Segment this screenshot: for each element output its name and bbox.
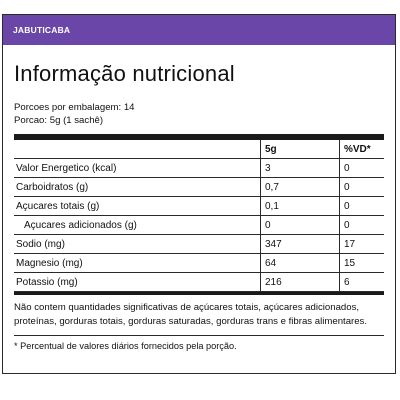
nutrient-amount: 64 — [260, 253, 340, 273]
medium-divider — [14, 292, 384, 295]
nutrient-name: Sodio (mg) — [14, 234, 261, 254]
product-banner: JABUTICABA — [3, 15, 395, 45]
table-row: Açucares totais (g) 0,1 0 — [14, 196, 384, 216]
table-row: Carboidratos (g) 0,7 0 — [14, 177, 384, 197]
thick-divider — [14, 134, 384, 140]
nutrient-name: Potassio (mg) — [14, 272, 261, 292]
nutrient-name: Valor Energetico (kcal) — [14, 158, 261, 178]
nutrition-table: 5g %VD* Valor Energetico (kcal) 3 0 Carb… — [14, 140, 384, 292]
servings-per-pack: Porcoes por embalagem: 14 — [14, 102, 135, 113]
nutrient-dv: 0 — [339, 158, 384, 178]
nutrient-amount: 0,1 — [260, 196, 340, 216]
nutrient-dv: 0 — [339, 177, 384, 197]
nutrient-amount: 347 — [260, 234, 340, 254]
table-header-row: 5g %VD* — [14, 140, 384, 159]
thin-divider — [14, 335, 384, 336]
table-row: Potassio (mg) 216 6 — [14, 272, 384, 292]
label-title: Informação nutricional — [14, 61, 235, 86]
nutrient-dv: 6 — [339, 272, 384, 292]
table-row: Magnesio (mg) 64 15 — [14, 253, 384, 273]
nutrient-amount: 0 — [260, 215, 340, 235]
daily-value-footnote: * Percentual de valores diários fornecid… — [14, 341, 237, 351]
table-row: Valor Energetico (kcal) 3 0 — [14, 158, 384, 178]
insignificant-amounts-note: Não contem quantidades significativas de… — [14, 302, 368, 327]
nutrient-amount: 0,7 — [260, 177, 340, 197]
serving-size: Porcao: 5g (1 sachê) — [14, 115, 104, 126]
nutrient-name: Açucares adicionados (g) — [14, 215, 261, 235]
nutrient-name: Açucares totais (g) — [14, 196, 261, 216]
header-nutrient — [14, 140, 261, 159]
header-amount: 5g — [260, 140, 340, 159]
nutrient-name: Magnesio (mg) — [14, 253, 261, 273]
nutrient-amount: 3 — [260, 158, 340, 178]
nutrient-dv: 0 — [339, 215, 384, 235]
table-row: Sodio (mg) 347 17 — [14, 234, 384, 254]
serving-info: Porcoes por embalagem: 14 Porcao: 5g (1 … — [14, 101, 395, 127]
nutrient-amount: 216 — [260, 272, 340, 292]
nutrient-name: Carboidratos (g) — [14, 177, 261, 197]
nutrient-dv: 15 — [339, 253, 384, 273]
nutrient-dv: 17 — [339, 234, 384, 254]
header-daily-value: %VD* — [339, 140, 384, 159]
table-row: Açucares adicionados (g) 0 0 — [14, 215, 384, 235]
nutrient-dv: 0 — [339, 196, 384, 216]
nutrition-label: JABUTICABA Informação nutricional Porcoe… — [2, 14, 396, 374]
product-name: JABUTICABA — [13, 25, 71, 35]
